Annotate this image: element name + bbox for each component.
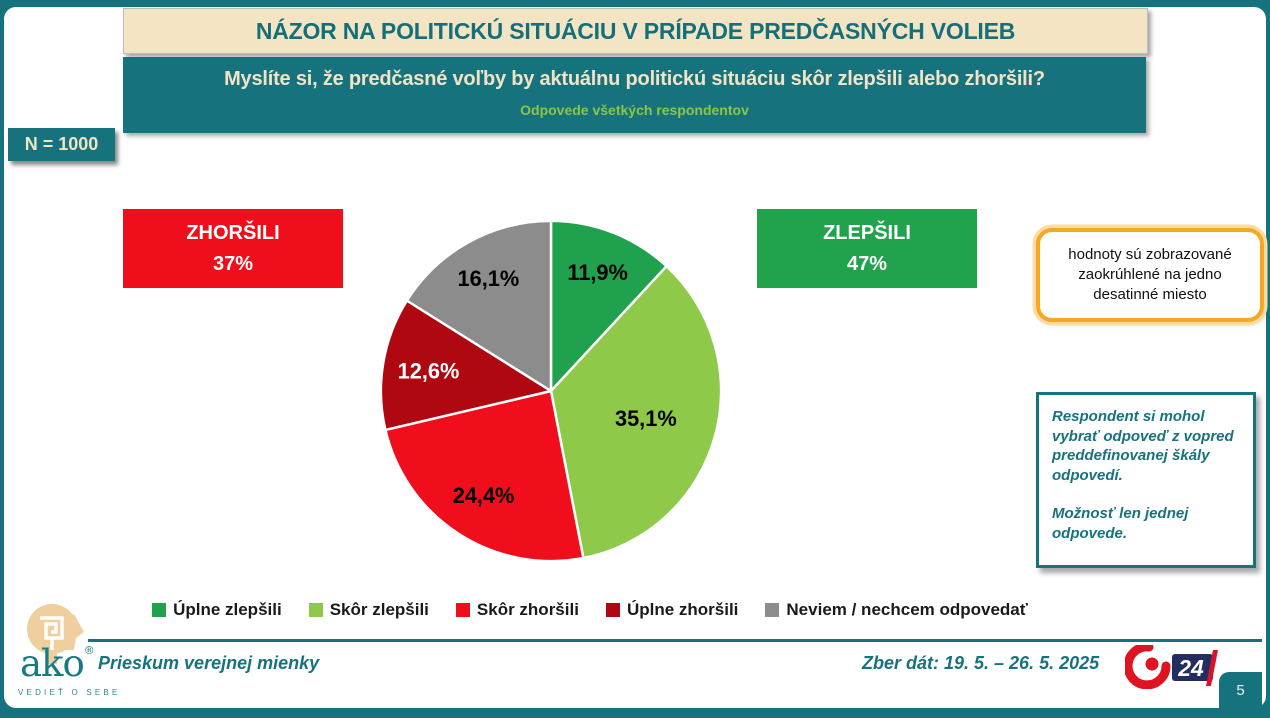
legend-swatch-icon (765, 603, 780, 617)
pie-chart-svg: 11,9% 35,1% 24,4% 12,6% 16,1% (379, 219, 723, 563)
ako-logo-tagline: VEDIEŤ O SEBE (18, 688, 121, 697)
pie-data-label-4: 16,1% (458, 266, 520, 291)
channel-24-icon: 24 (1123, 642, 1218, 690)
methodology-text-2: Možnosť len jednej odpovede. (1052, 505, 1189, 542)
pie-slice-1 (549, 264, 723, 560)
ako-logo-word: ako® (20, 642, 95, 685)
pie-slice-0 (549, 219, 668, 393)
legend-label: Neviem / nechcem odpovedať (786, 600, 1028, 619)
pie-data-label-2: 24,4% (453, 483, 515, 508)
legend-label: Úplne zhoršili (626, 600, 739, 619)
pie-slice-2 (384, 389, 585, 563)
rounding-note-text: hodnoty sú zobrazované zaokrúhlené na je… (1068, 245, 1232, 304)
footer-right-text: Zber dát: 19. 5. – 26. 5. 2025 (862, 653, 1100, 673)
legend-item-1: Skôr zlepšili (308, 600, 429, 620)
ako-head-icon (27, 604, 84, 664)
better-summary-box: ZLEPŠILI 47% (757, 209, 977, 288)
respondents-subtitle: Odpovede všetkých respondentov (520, 102, 749, 118)
legend-swatch-icon (152, 603, 167, 617)
legend-item-4: Neviem / nechcem odpovedať (765, 600, 1028, 620)
channel-24-number: 24 (1177, 655, 1204, 681)
worse-label: ZHORŠILI (186, 221, 280, 244)
legend-item-2: Skôr zhoršili (455, 600, 579, 620)
footer-divider (88, 639, 1262, 642)
methodology-text-1: Respondent si mohol vybrať odpoveď z vop… (1052, 408, 1234, 484)
rounding-note: hodnoty sú zobrazované zaokrúhlené na je… (1036, 228, 1264, 322)
registered-mark-icon: ® (83, 644, 95, 657)
survey-question: Myslíte si, že predčasné voľby by aktuál… (224, 68, 1045, 90)
legend-swatch-icon (455, 603, 470, 617)
pie-slice-4 (405, 219, 553, 393)
legend-label: Úplne zlepšili (173, 600, 282, 619)
methodology-note: Respondent si mohol vybrať odpoveď z vop… (1036, 392, 1256, 568)
question-banner: Myslíte si, že predčasné voľby by aktuál… (123, 57, 1146, 133)
ako-agency-logo: ako® VEDIEŤ O SEBE (12, 602, 132, 712)
pie-data-label-0: 11,9% (567, 260, 627, 285)
slide-title: NÁZOR NA POLITICKÚ SITUÁCIU V PRÍPADE PR… (255, 17, 1016, 44)
legend-swatch-icon (605, 603, 620, 617)
legend-label: Skôr zlepšili (329, 600, 429, 619)
pie-slice-3 (379, 299, 553, 432)
legend-item-3: Úplne zhoršili (605, 600, 739, 620)
sample-size-value: N = 1000 (24, 134, 99, 154)
channel-24-logo: 24 (1123, 642, 1220, 690)
slide-title-banner: NÁZOR NA POLITICKÚ SITUÁCIU V PRÍPADE PR… (123, 8, 1148, 54)
better-label: ZLEPŠILI (823, 221, 911, 244)
legend-swatch-icon (308, 603, 323, 617)
pie-data-label-1: 35,1% (615, 406, 677, 431)
footer-left-text: Prieskum verejnej mienky (98, 653, 320, 673)
worse-summary-box: ZHORŠILI 37% (123, 209, 343, 288)
legend-item-0: Úplne zlepšili (152, 600, 282, 620)
page-number: 5 (1236, 681, 1245, 699)
sample-size-badge: N = 1000 (8, 128, 115, 161)
page-number-tab: 5 (1219, 672, 1262, 708)
chart-legend: Úplne zlepšili Skôr zlepšili Skôr zhoršili… (20, 597, 1160, 623)
legend-label: Skôr zhoršili (476, 600, 579, 619)
worse-value: 37% (212, 252, 254, 275)
better-value: 47% (846, 252, 888, 275)
pie-data-label-3: 12,6% (398, 359, 460, 384)
pie-chart: 11,9% 35,1% 24,4% 12,6% 16,1% (373, 213, 729, 569)
